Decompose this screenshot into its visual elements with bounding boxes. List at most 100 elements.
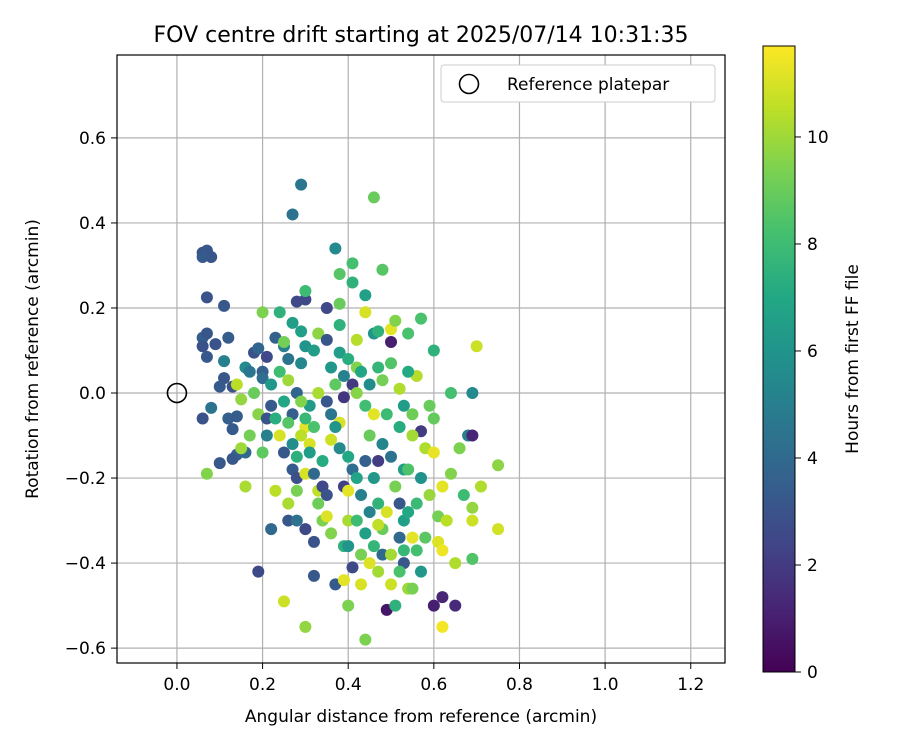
data-point [359, 633, 372, 646]
data-point [277, 335, 290, 348]
data-point [436, 620, 449, 633]
data-point [359, 306, 372, 319]
data-point [350, 472, 363, 485]
data-point [295, 178, 308, 191]
x-tick-label: 0.0 [163, 675, 190, 695]
data-point [342, 599, 355, 612]
colorbar-ticks: 0 2 4 6 8 10 [795, 128, 829, 683]
data-point [252, 342, 265, 355]
data-point [393, 497, 406, 510]
legend-entry-reference-platepar: Reference platepar [507, 75, 669, 95]
data-point [359, 399, 372, 412]
data-point [350, 514, 363, 527]
data-point [230, 410, 243, 423]
x-tick-label: 0.4 [335, 675, 362, 695]
data-point [350, 387, 363, 400]
data-point [376, 374, 389, 387]
data-point [295, 357, 308, 370]
colorbar-tick-label: 0 [807, 663, 818, 683]
plot-frame [116, 54, 726, 664]
data-point [346, 561, 359, 574]
data-point [299, 523, 312, 536]
colorbar-gradient [762, 45, 796, 673]
data-point [376, 438, 389, 451]
colorbar-tick-label: 4 [807, 449, 818, 469]
data-point [196, 412, 209, 425]
data-point [436, 544, 449, 557]
reference-platepar-marker [166, 382, 188, 404]
data-point [427, 344, 440, 357]
x-tick-label: 1.0 [592, 675, 619, 695]
data-point [385, 578, 398, 591]
data-point [466, 501, 479, 514]
data-point [427, 446, 440, 459]
data-point [449, 557, 462, 570]
data-point [355, 489, 368, 502]
data-point [453, 442, 466, 455]
data-point [269, 484, 282, 497]
data-point [235, 393, 248, 406]
data-point [200, 291, 213, 304]
data-point [329, 242, 342, 255]
data-point [415, 312, 427, 325]
data-point [256, 446, 269, 459]
data-point [277, 395, 290, 408]
data-point [205, 250, 218, 263]
data-point [359, 455, 372, 468]
colorbar-label: Hours from first FF file [843, 264, 863, 454]
data-point [342, 514, 355, 527]
data-point [307, 535, 320, 548]
reference-marker-layer [166, 382, 188, 404]
grid [117, 55, 725, 663]
data-point [325, 408, 338, 421]
data-point [367, 191, 380, 204]
data-point [218, 355, 231, 368]
data-point [342, 540, 355, 553]
data-point [419, 531, 432, 544]
data-point [260, 350, 273, 363]
data-point [282, 514, 295, 527]
data-point [286, 208, 299, 221]
data-point [226, 452, 239, 465]
data-point [376, 263, 389, 276]
data-point [402, 463, 415, 476]
data-point [492, 523, 505, 536]
data-point [337, 370, 350, 383]
data-point [355, 548, 368, 561]
data-point [265, 523, 278, 536]
data-point [363, 557, 376, 570]
data-point [402, 506, 415, 519]
data-point [209, 338, 222, 351]
data-point [389, 480, 402, 493]
data-point [367, 540, 380, 553]
data-point [299, 293, 312, 306]
data-point [307, 467, 320, 480]
data-point [427, 412, 440, 425]
x-tick-label: 1.2 [677, 675, 704, 695]
data-point [222, 331, 235, 344]
data-point [372, 565, 385, 578]
data-point [303, 438, 316, 451]
x-axis-label: Angular distance from reference (arcmin) [245, 707, 597, 727]
data-point [307, 344, 320, 357]
data-point [355, 578, 368, 591]
data-point [367, 472, 380, 485]
legend-reference-marker [458, 73, 480, 95]
data-point [342, 450, 355, 463]
data-point [466, 514, 479, 527]
data-point [205, 401, 218, 414]
data-point [449, 599, 462, 612]
data-point [337, 391, 350, 404]
data-point [312, 327, 325, 340]
data-point [367, 408, 380, 421]
data-point [196, 250, 209, 263]
data-point [329, 421, 342, 434]
data-point [273, 429, 286, 442]
data-point [320, 510, 333, 523]
x-tick-label: 0.2 [249, 675, 276, 695]
x-tick-label: 0.6 [420, 675, 447, 695]
data-point [196, 340, 209, 353]
data-point [299, 467, 312, 480]
data-point [282, 416, 295, 429]
